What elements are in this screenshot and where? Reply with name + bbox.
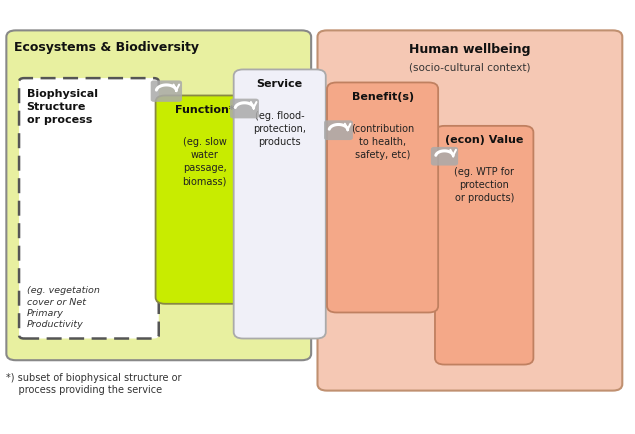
Text: (eg. slow
water
passage,
biomass): (eg. slow water passage, biomass) [183, 137, 227, 186]
FancyBboxPatch shape [156, 95, 254, 304]
Text: (socio-cultural context): (socio-cultural context) [409, 63, 531, 73]
FancyBboxPatch shape [324, 120, 353, 140]
FancyBboxPatch shape [6, 30, 311, 360]
Text: (eg. WTP for
protection
or products): (eg. WTP for protection or products) [454, 167, 514, 204]
FancyBboxPatch shape [230, 99, 259, 118]
Text: Ecosystems & Biodiversity: Ecosystems & Biodiversity [14, 41, 199, 54]
Text: Service: Service [257, 79, 303, 89]
Text: Function*: Function* [175, 105, 235, 115]
FancyBboxPatch shape [435, 126, 533, 365]
Text: *) subset of biophysical structure or
    process providing the service: *) subset of biophysical structure or pr… [6, 373, 182, 395]
FancyBboxPatch shape [327, 82, 438, 312]
Text: Biophysical
Structure
or process: Biophysical Structure or process [27, 89, 98, 125]
Text: Benefit(s): Benefit(s) [352, 92, 413, 102]
Text: (eg. vegetation
cover or Net
Primary
Productivity: (eg. vegetation cover or Net Primary Pro… [27, 286, 100, 329]
FancyBboxPatch shape [19, 78, 159, 339]
Text: Human wellbeing: Human wellbeing [409, 43, 531, 56]
FancyBboxPatch shape [431, 147, 458, 165]
Text: (eg. flood-
protection,
products: (eg. flood- protection, products [253, 111, 306, 147]
FancyBboxPatch shape [150, 80, 182, 102]
FancyBboxPatch shape [318, 30, 622, 391]
FancyBboxPatch shape [234, 69, 326, 339]
Text: (econ) Value: (econ) Value [445, 135, 523, 145]
Text: (contribution
to health,
safety, etc): (contribution to health, safety, etc) [351, 124, 414, 160]
